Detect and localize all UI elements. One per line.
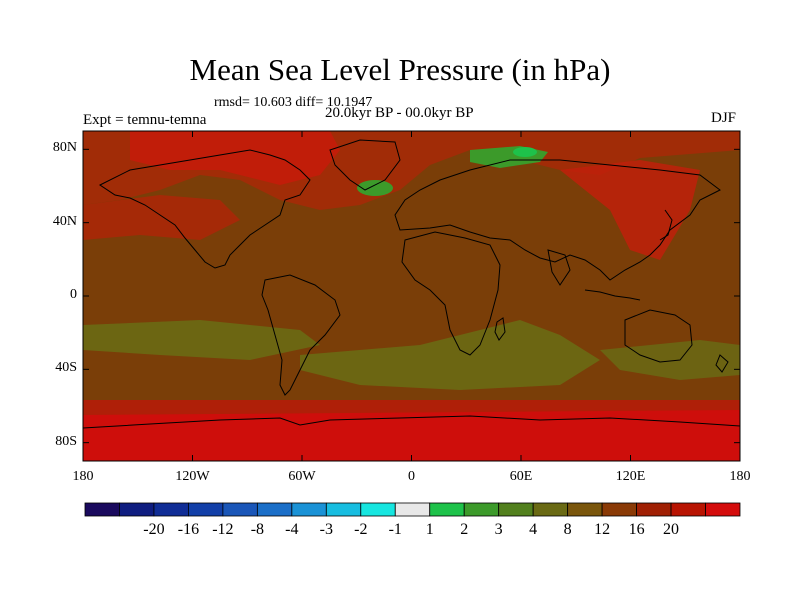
- coastlines: [83, 139, 740, 429]
- lon-tick-label: 120E: [615, 469, 646, 484]
- colorbar-swatch: [256, 502, 293, 517]
- coast-antarctica: [83, 415, 740, 429]
- colorbar-label: -8: [250, 521, 265, 538]
- colorbar-label: 3: [494, 521, 503, 538]
- stats-label: rmsd= 10.603 diff= 10.1947: [214, 95, 373, 110]
- colorbar-label: 4: [529, 521, 538, 538]
- colorbar-label: 12: [594, 521, 611, 538]
- coast-africa: [401, 231, 501, 356]
- colorbar-swatch: [188, 502, 224, 517]
- colorbar-label: -4: [285, 521, 299, 538]
- coast-india: [547, 249, 571, 286]
- coast-australia: [624, 309, 693, 363]
- field-south-atlantic-olive: [300, 320, 600, 390]
- field-barents-high: [513, 147, 537, 157]
- colorbar-label: 16: [628, 521, 645, 538]
- colorbar-swatch: [463, 502, 500, 517]
- colorbar-swatch: [567, 502, 603, 517]
- colorbar-swatch: [670, 502, 706, 517]
- field-arctic-core: [130, 131, 340, 185]
- colorbar-swatch: [153, 502, 189, 517]
- experiment-label: Expt = temnu-temna: [83, 112, 207, 128]
- colorbar: [84, 502, 741, 517]
- colorbar-label: -16: [177, 521, 200, 538]
- colorbar-swatch: [705, 502, 741, 517]
- field-south-indian-olive: [600, 340, 740, 380]
- period-label: 20.0kyr BP - 00.0kyr BP: [325, 105, 474, 121]
- field-pacific-red: [83, 195, 240, 240]
- colorbar-swatch: [601, 502, 637, 517]
- lon-tick-label: 180: [729, 469, 751, 484]
- colorbar-swatch: [394, 502, 431, 517]
- lon-tick-label: 0: [408, 469, 415, 484]
- coast-south-america: [261, 274, 341, 396]
- colorbar-swatch: [325, 502, 362, 517]
- colorbar-label: -12: [212, 521, 234, 538]
- colorbar-label: -20: [143, 521, 165, 538]
- colorbar-swatch: [119, 502, 155, 517]
- colorbar-swatch: [429, 502, 465, 517]
- colorbar-label: -1: [388, 521, 402, 538]
- lon-tick-label: 60E: [509, 469, 533, 484]
- lon-tick-label: 60W: [288, 469, 316, 484]
- colorbar-label: -2: [354, 521, 368, 538]
- coast-japan: [659, 209, 673, 241]
- colorbar-swatch: [498, 502, 534, 517]
- field-layer: [83, 131, 740, 461]
- colorbar-label: -3: [319, 521, 333, 538]
- lat-tick-label: 40N: [52, 213, 77, 229]
- colorbar-swatch: [532, 502, 569, 517]
- coast-north-america: [99, 149, 311, 269]
- colorbar-label: 20: [663, 521, 680, 538]
- field-antarctic-red: [83, 410, 740, 461]
- season-label: DJF: [711, 110, 737, 126]
- lat-tick-label: 80N: [52, 140, 77, 156]
- field-atlantic-green: [357, 180, 393, 196]
- colorbar-swatch: [636, 502, 672, 517]
- colorbar-swatch: [291, 502, 327, 517]
- axis-ticks: [82, 131, 741, 461]
- colorbar-label: 8: [563, 521, 572, 538]
- field-asia-red: [560, 160, 700, 260]
- colorbar-swatch: [360, 502, 396, 517]
- colorbar-label: 1: [425, 521, 434, 538]
- lon-tick-label: 180: [72, 469, 94, 484]
- field-south-pacific-olive: [83, 320, 320, 360]
- lat-tick-label: 40S: [55, 360, 77, 376]
- lat-tick-label: 0: [70, 287, 77, 302]
- lat-tick-label: 80S: [55, 433, 77, 449]
- coast-indonesia: [584, 289, 641, 301]
- colorbar-swatch: [84, 502, 120, 517]
- lon-tick-label: 120W: [175, 469, 210, 484]
- coast-greenland: [329, 139, 401, 191]
- coast-eurasia: [394, 159, 721, 281]
- chart-title: Mean Sea Level Pressure (in hPa): [189, 52, 611, 87]
- colorbar-swatch: [222, 502, 258, 517]
- colorbar-label: 2: [460, 521, 469, 538]
- coast-new-zealand: [715, 354, 729, 373]
- coast-madagascar: [494, 317, 506, 341]
